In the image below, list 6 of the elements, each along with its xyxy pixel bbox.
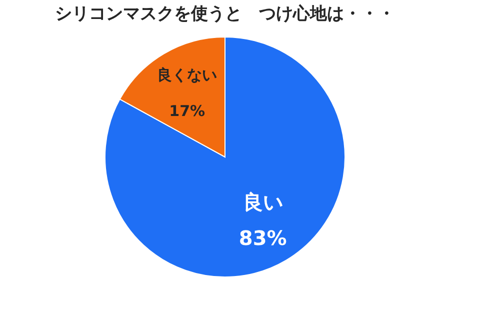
data-label: 83%: [238, 226, 287, 250]
pie-slice: [104, 36, 346, 278]
slice-label: 良い: [242, 190, 283, 214]
data-label: 17%: [169, 102, 206, 120]
slice-label: 良くない: [157, 66, 218, 84]
chart-title: シリコンマスクを使うと つけ心地は・・・: [55, 4, 395, 24]
